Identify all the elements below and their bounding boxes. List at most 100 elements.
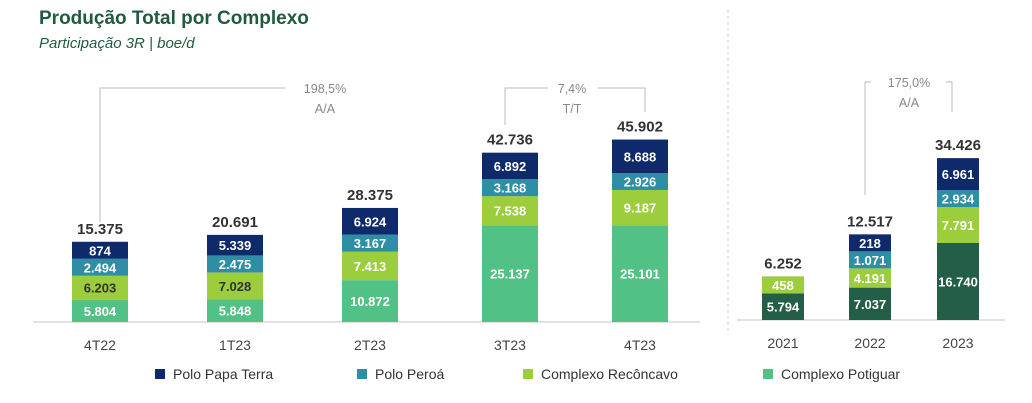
bar-value-label: 7.413 [354,259,387,274]
bar-value-label: 8.688 [624,149,657,164]
bar-value-label: 10.872 [350,294,390,309]
annotation-label: T/T [563,102,582,116]
bar-segment [342,280,398,322]
bar-total-label: 20.691 [212,214,258,231]
legend-item-papa-terra: Polo Papa Terra [155,366,273,382]
legend-item-reconcavo: Complexo Recôncavo [523,366,678,382]
x-tick-label: 4T23 [624,337,656,353]
annotation-value: 7,4% [558,82,587,96]
bar-segment [482,225,538,322]
annotation-bracket [598,87,646,112]
annotation-label: A/A [899,96,920,110]
bar-segment [762,276,804,294]
bar-value-label: 3.167 [354,236,387,251]
bar-value-label: 2.475 [219,257,252,272]
legend-item-potiguar: Complexo Potiguar [763,366,900,382]
annotation-bracket [864,81,871,195]
bar-segment [482,179,538,197]
bar-value-label: 5.339 [219,238,252,253]
bar-value-label: 9.187 [624,201,657,216]
bar-segment [849,287,891,320]
annotation-value: 175,0% [888,76,930,90]
annotation-bracket [99,87,285,222]
legend-label: Complexo Recôncavo [541,366,678,382]
legend-label: Polo Peroá [375,366,445,382]
bar-segment [207,299,263,322]
legend-swatch [155,369,165,379]
legend-swatch [523,369,533,379]
bar-value-label: 25.101 [620,267,660,282]
bar-value-label: 2.926 [624,174,657,189]
legend-item-peroa: Polo Peroá [357,366,444,382]
bar-value-label: 218 [859,236,881,251]
bar-value-label: 7.037 [854,297,887,312]
bar-value-label: 6.203 [84,281,117,296]
bar-value-label: 6.924 [354,214,387,229]
bar-segment [937,207,979,243]
bar-segment [207,234,263,256]
bar-segment [342,251,398,281]
x-tick-label: 2023 [942,335,973,351]
bar-segment [762,293,804,320]
bar-segment [72,258,128,276]
annotation-label: A/A [315,102,336,116]
bar-segment [482,196,538,226]
bar-segment [849,251,891,269]
annotation-value: 198,5% [304,82,346,96]
bar-total-label: 12.517 [847,213,893,230]
bar-value-label: 3.168 [494,181,527,196]
bar-segment [612,225,668,322]
bar-value-label: 25.137 [490,267,530,282]
bar-total-label: 15.375 [77,221,123,238]
bar-value-label: 1.071 [854,253,887,268]
annotation-bracket [946,81,953,112]
legend-swatch [357,369,367,379]
bar-total-label: 6.252 [764,255,802,272]
bar-value-label: 5.794 [767,300,800,315]
x-tick-label: 3T23 [494,337,526,353]
bar-total-label: 45.902 [617,119,663,136]
x-tick-label: 4T22 [84,337,116,353]
bar-segment [342,207,398,235]
bar-value-label: 2.494 [84,260,117,275]
bar-value-label: 2.934 [942,192,975,207]
bar-segment [207,272,263,300]
bar-value-label: 5.804 [84,304,117,319]
legend-label: Polo Papa Terra [173,366,274,382]
bar-value-label: 874 [89,243,111,258]
bar-value-label: 7.028 [219,279,252,294]
bar-segment [207,255,263,273]
bar-value-label: 16.740 [938,274,978,289]
bar-segment [612,189,668,226]
bar-segment [612,139,668,173]
x-tick-label: 2T23 [354,337,386,353]
bar-segment [849,268,891,288]
bar-segment [937,158,979,191]
legend-label: Complexo Potiguar [781,366,901,382]
bar-value-label: 6.961 [942,167,975,182]
bar-segment [72,241,128,259]
bar-segment [937,190,979,208]
bar-segment [72,299,128,322]
legend-swatch [763,369,773,379]
chart-subtitle: Participação 3R | boe/d [39,35,195,52]
bar-value-label: 7.538 [494,204,527,219]
bar-segment [612,172,668,190]
bar-value-label: 4.191 [854,271,887,286]
bar-segment [937,242,979,320]
bar-segment [72,275,128,300]
x-tick-label: 1T23 [219,337,251,353]
bar-segment [849,234,891,252]
bar-value-label: 7.791 [942,218,975,233]
annotation-bracket [504,87,548,125]
bar-value-label: 6.892 [494,159,527,174]
chart-title: Produção Total por Complexo [39,8,309,29]
bar-segment [482,152,538,180]
bar-value-label: 5.848 [219,304,252,319]
x-tick-label: 2022 [854,335,885,351]
bar-total-label: 28.375 [347,187,393,204]
bar-total-label: 34.426 [935,137,981,154]
bar-total-label: 42.736 [487,132,533,149]
bar-segment [342,234,398,252]
